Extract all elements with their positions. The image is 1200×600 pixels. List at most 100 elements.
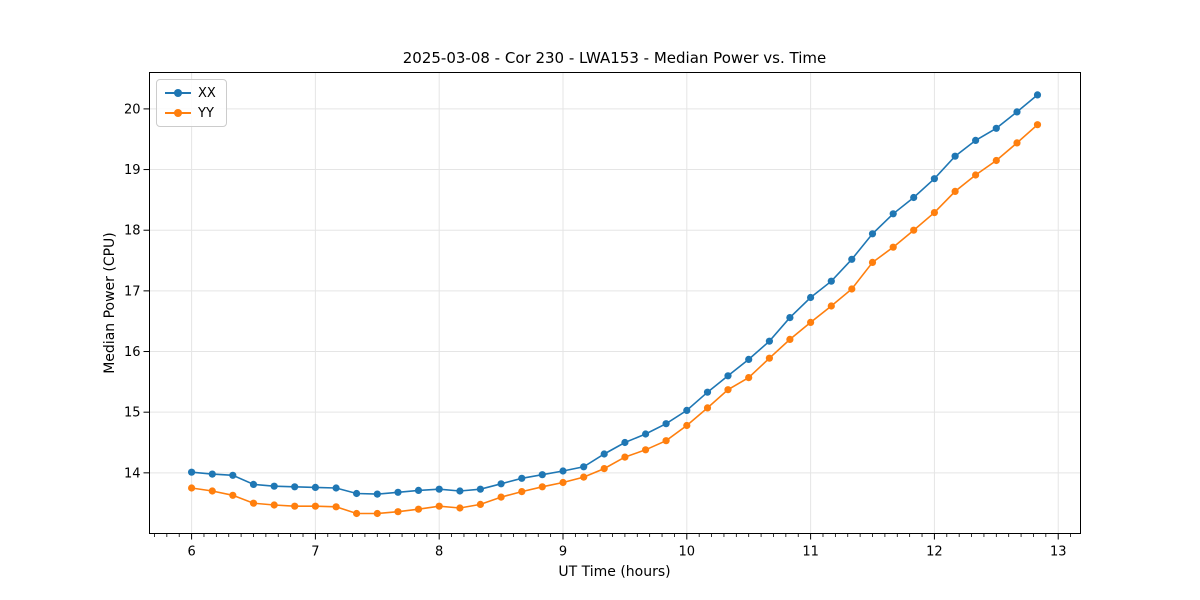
data-point-xx: [992, 124, 1000, 132]
data-point-xx: [497, 480, 505, 488]
data-point-yy: [1033, 121, 1042, 129]
series-line-xx: [191, 94, 1039, 495]
data-point-yy: [580, 473, 588, 481]
data-point-xx: [559, 467, 567, 475]
data-point-xx: [848, 255, 856, 263]
data-point-xx: [394, 488, 402, 496]
legend-line-marker-icon: [165, 108, 191, 118]
x-axis-label: UT Time (hours): [558, 564, 671, 580]
legend-item-xx: XX: [165, 85, 216, 101]
x-tick-label: 13: [1050, 545, 1067, 560]
data-point-xx: [456, 487, 464, 495]
data-point-yy: [765, 354, 774, 362]
data-point-yy: [249, 499, 258, 507]
data-point-xx: [910, 193, 918, 202]
data-point-xx: [291, 483, 299, 491]
data-point-xx: [621, 438, 629, 447]
y-tick-label: 20: [124, 102, 141, 117]
data-point-xx: [642, 430, 650, 438]
data-point-xx: [270, 482, 278, 490]
data-point-xx: [662, 420, 670, 428]
data-point-yy: [972, 171, 980, 179]
data-point-xx: [889, 210, 897, 218]
data-point-yy: [745, 374, 753, 382]
chart-title: 2025-03-08 - Cor 230 - LWA153 - Median P…: [402, 49, 827, 67]
data-point-xx: [229, 471, 237, 479]
x-tick-label: 9: [559, 545, 567, 560]
data-point-xx: [724, 372, 732, 380]
data-point-yy: [538, 483, 546, 491]
data-point-xx: [353, 489, 361, 498]
data-point-yy: [807, 318, 815, 326]
data-point-yy: [559, 478, 567, 487]
data-point-xx: [600, 450, 608, 458]
data-point-yy: [992, 156, 1000, 165]
y-tick-label: 14: [124, 466, 141, 481]
legend-label: XX: [198, 85, 216, 101]
data-point-yy: [270, 501, 278, 509]
legend-label: YY: [198, 105, 214, 121]
data-point-yy: [188, 484, 196, 492]
data-point-yy: [642, 446, 650, 454]
data-point-yy: [703, 404, 712, 412]
data-point-yy: [332, 503, 340, 511]
data-point-xx: [807, 293, 815, 302]
data-point-yy: [476, 500, 484, 508]
data-point-xx: [580, 463, 588, 471]
data-point-yy: [353, 509, 361, 518]
data-point-yy: [848, 285, 856, 293]
data-point-yy: [868, 258, 877, 266]
data-point-yy: [394, 508, 402, 516]
data-point-xx: [518, 474, 526, 482]
x-tick-label: 11: [802, 545, 819, 560]
data-point-xx: [332, 484, 340, 492]
y-tick-label: 16: [124, 345, 141, 360]
data-point-yy: [518, 488, 526, 496]
data-point-xx: [972, 136, 980, 144]
data-point-xx: [703, 388, 712, 396]
series-line-yy: [191, 124, 1039, 515]
data-point-xx: [311, 483, 319, 491]
data-point-xx: [208, 470, 216, 478]
y-tick-label: 15: [124, 406, 141, 421]
data-point-yy: [373, 509, 381, 518]
data-point-yy: [1013, 139, 1021, 147]
data-point-xx: [930, 175, 939, 183]
data-point-xx: [1033, 91, 1042, 99]
data-point-xx: [538, 471, 546, 479]
data-point-xx: [188, 468, 196, 476]
data-point-yy: [208, 487, 216, 495]
data-point-xx: [476, 485, 484, 493]
x-tick-label: 12: [926, 545, 943, 560]
y-axis-label: Median Power (CPU): [102, 232, 118, 374]
data-point-yy: [600, 465, 608, 473]
data-point-yy: [229, 491, 237, 499]
data-point-xx: [435, 485, 443, 493]
data-point-yy: [456, 504, 464, 512]
data-point-yy: [827, 302, 835, 310]
data-point-yy: [951, 187, 959, 195]
data-point-xx: [745, 355, 753, 363]
data-point-yy: [930, 209, 939, 217]
data-point-yy: [621, 453, 629, 461]
data-point-xx: [1013, 108, 1021, 116]
legend: XX YY: [156, 79, 227, 127]
data-point-yy: [786, 335, 794, 343]
data-point-xx: [683, 406, 691, 414]
legend-line-marker-icon: [165, 88, 191, 98]
data-point-yy: [497, 493, 505, 501]
data-point-xx: [827, 277, 835, 285]
plot-border: [149, 72, 1081, 534]
data-point-xx: [868, 230, 877, 238]
data-point-xx: [951, 152, 959, 160]
data-point-yy: [662, 437, 670, 445]
data-point-xx: [786, 314, 794, 322]
data-point-xx: [249, 480, 258, 488]
x-tick-label: 10: [679, 545, 696, 560]
data-point-yy: [724, 386, 732, 394]
data-point-yy: [311, 502, 319, 510]
x-tick-label: 7: [311, 545, 319, 560]
y-tick-label: 18: [124, 224, 141, 239]
data-point-xx: [414, 486, 423, 494]
